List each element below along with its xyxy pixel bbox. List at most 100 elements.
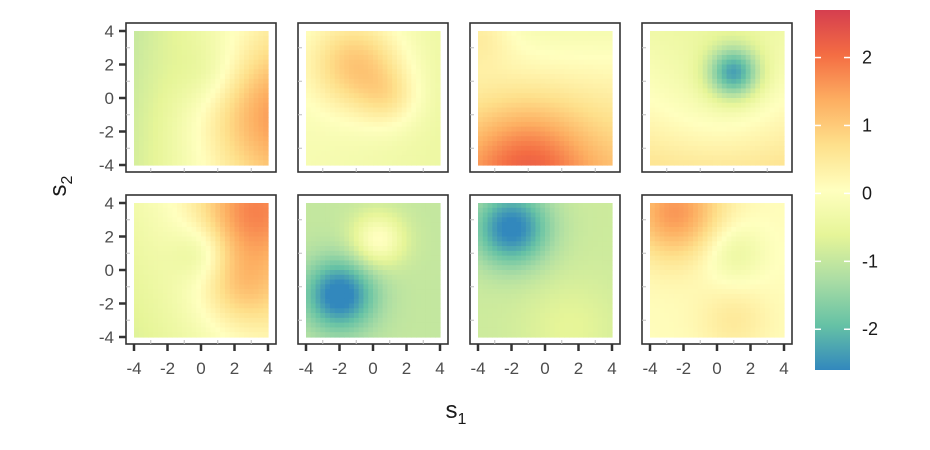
heat-cell — [592, 74, 599, 80]
heat-cell — [545, 231, 551, 238]
heat-cell — [740, 121, 747, 128]
heat-cell — [726, 107, 732, 113]
heat-cell — [148, 45, 154, 51]
heat-cell — [416, 246, 422, 252]
heat-cell — [157, 284, 164, 290]
heat-cell — [253, 64, 260, 70]
heat-cell — [678, 74, 685, 80]
heat-cell — [521, 203, 527, 209]
heat-cell — [329, 83, 336, 90]
heat-cell — [373, 274, 379, 281]
heat-cell — [482, 212, 489, 218]
heat-cell — [416, 155, 422, 161]
heat-cell — [373, 241, 379, 247]
heat-cell — [521, 131, 527, 137]
heat-cell — [329, 145, 336, 152]
heat-cell — [177, 203, 183, 209]
heat-cell — [377, 126, 384, 133]
heat-cell — [215, 327, 221, 333]
heat-cell — [363, 50, 369, 56]
heat-cell — [157, 298, 164, 305]
heat-cell — [377, 260, 384, 266]
heat-cell — [487, 217, 493, 223]
heat-cell — [435, 270, 441, 276]
heat-cell — [234, 284, 240, 290]
heat-cell — [229, 289, 236, 295]
heat-cell — [740, 54, 747, 61]
heat-cell — [568, 78, 575, 85]
heat-cell — [248, 293, 255, 300]
heat-cell — [244, 274, 250, 281]
heat-cell — [396, 126, 403, 133]
heat-cell — [530, 217, 537, 223]
heat-cell — [425, 117, 432, 123]
heat-cell — [339, 74, 345, 80]
heat-cell — [478, 50, 484, 56]
heat-cell — [172, 54, 178, 61]
heat-cell — [564, 98, 570, 104]
heat-cell — [244, 35, 250, 42]
heat-cell — [396, 207, 403, 214]
heat-cell — [353, 117, 360, 123]
heat-cell — [162, 117, 169, 123]
heat-cell — [148, 145, 154, 152]
heat-cell — [478, 54, 484, 61]
heat-cell — [172, 145, 178, 152]
heat-cell — [334, 289, 341, 295]
heat-cell — [607, 141, 613, 147]
heat-cell — [334, 212, 341, 218]
heat-cell — [406, 50, 412, 56]
heat-cell — [172, 327, 178, 333]
heat-cell — [220, 289, 226, 295]
heat-cell — [368, 241, 374, 247]
heat-cell — [764, 69, 771, 75]
heat-cell — [654, 155, 661, 161]
heat-cell — [239, 265, 245, 271]
heat-cell — [683, 88, 689, 94]
heat-cell — [530, 121, 537, 128]
heat-cell — [697, 64, 704, 70]
heat-cell — [535, 98, 541, 104]
heat-cell — [201, 121, 207, 128]
heat-cell — [344, 317, 350, 324]
heat-cell — [559, 131, 565, 137]
heat-cell — [683, 35, 689, 42]
heat-cell — [220, 117, 226, 123]
heat-cell — [253, 69, 260, 75]
heat-cell — [201, 260, 207, 266]
heat-cell — [430, 255, 436, 262]
heat-cell — [396, 64, 403, 70]
heat-cell — [196, 317, 202, 324]
heat-cell — [435, 303, 441, 309]
heat-cell — [186, 250, 193, 257]
heat-cell — [760, 78, 766, 85]
heat-cell — [578, 217, 584, 223]
heat-cell — [239, 279, 245, 285]
heat-cell — [201, 303, 207, 309]
heat-cell — [554, 160, 560, 166]
heat-cell — [339, 69, 345, 75]
heat-cell — [721, 64, 728, 70]
heat-cell — [401, 313, 408, 319]
heat-cell — [435, 274, 441, 281]
heat-cell — [392, 54, 398, 61]
heat-cell — [210, 93, 216, 99]
heat-cell — [172, 250, 178, 257]
heat-cell — [650, 40, 656, 46]
heat-cell — [353, 313, 360, 319]
heat-cell — [306, 107, 312, 113]
heat-cell — [592, 145, 599, 152]
heat-cell — [306, 313, 312, 319]
heat-cell — [224, 217, 231, 223]
heat-cell — [497, 64, 503, 70]
heat-cell — [162, 126, 169, 133]
heat-cell — [377, 332, 384, 338]
heat-cell — [134, 231, 140, 238]
heat-cell — [373, 313, 379, 319]
heat-cell — [487, 126, 493, 133]
heat-cell — [693, 93, 699, 99]
heat-cell — [191, 289, 197, 295]
heat-cell — [325, 98, 331, 104]
heat-cell — [769, 50, 776, 56]
heat-cell — [377, 131, 384, 137]
